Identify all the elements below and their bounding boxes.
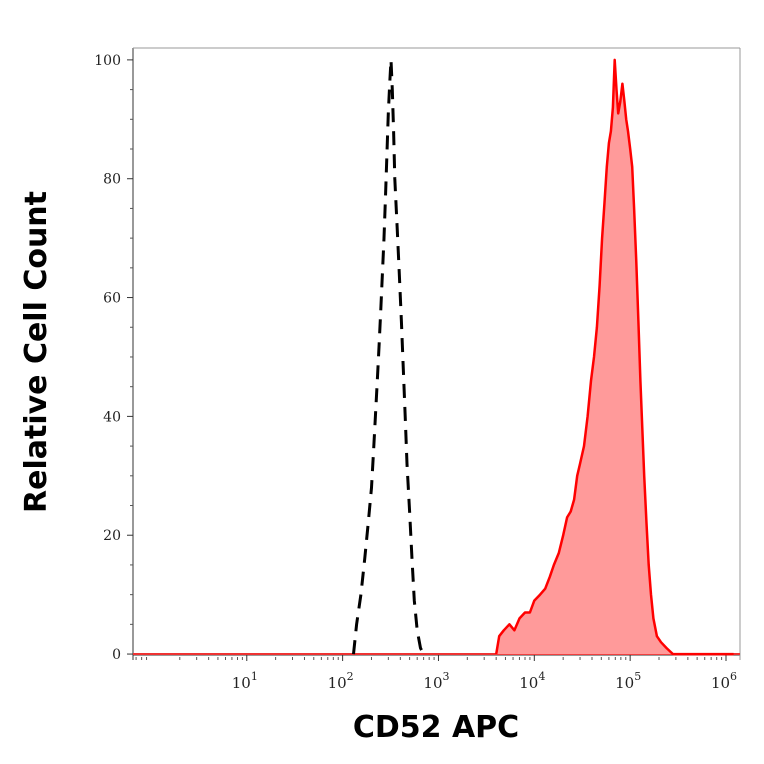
- x-axis-title: CD52 APC: [353, 710, 519, 745]
- y-tick-label: 0: [112, 647, 121, 663]
- stained-histogram-line: [494, 58, 734, 656]
- x-tick-label: 104: [519, 670, 545, 692]
- series-layer: [133, 58, 740, 656]
- y-tick-label: 20: [103, 528, 121, 544]
- x-tick-label: 101: [232, 670, 258, 692]
- x-tick-label: 103: [423, 670, 449, 692]
- y-tick-label: 100: [94, 53, 121, 69]
- x-tick-label: 106: [711, 670, 737, 692]
- x-tick-label: 105: [615, 670, 641, 692]
- y-tick-label: 80: [103, 172, 121, 188]
- control-histogram-line: [352, 58, 425, 655]
- axis-ticks: 0 20 40 60 80 100 101 102 103 104 105 106: [94, 53, 737, 692]
- y-axis-title: Relative Cell Count: [19, 191, 54, 513]
- y-tick-label: 60: [103, 291, 121, 307]
- series-area-fill: [496, 59, 734, 655]
- x-tick-label: 102: [328, 670, 354, 692]
- y-tick-label: 40: [103, 409, 121, 425]
